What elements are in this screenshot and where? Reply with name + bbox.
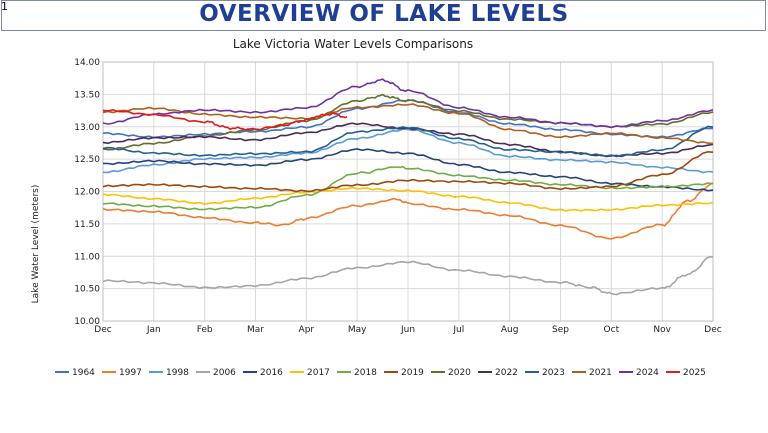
- y-tick-label: 13.50: [74, 90, 100, 100]
- y-tick-label: 12.50: [74, 155, 100, 165]
- series-line-2025: [102, 108, 348, 131]
- legend-label-2021: 2021: [589, 368, 612, 378]
- series-line-2024: [102, 78, 714, 129]
- y-tick-label: 13.00: [74, 123, 100, 133]
- y-tick-label: 11.00: [74, 252, 100, 262]
- legend-label-2025: 2025: [683, 368, 706, 378]
- x-tick-label: Dec: [94, 325, 111, 335]
- x-tick-label: Oct: [604, 325, 620, 335]
- x-tick-label: Dec: [704, 325, 721, 335]
- legend-label-1998: 1998: [166, 368, 189, 378]
- series-line-2023: [102, 125, 714, 158]
- chart-series-lines: [102, 78, 714, 296]
- page-title: OVERVIEW OF LAKE LEVELS: [199, 1, 569, 27]
- y-tick-label: 10.00: [74, 317, 100, 327]
- series-line-1998: [102, 128, 714, 174]
- legend-label-1964: 1964: [72, 368, 95, 378]
- series-line-2016: [102, 148, 714, 192]
- x-tick-label: Aug: [501, 325, 519, 335]
- x-tick-label: May: [348, 325, 367, 335]
- corner-number: 1: [1, 0, 8, 13]
- y-axis-ticks: 10.00 10.50 11.00 11.50 12.00 12.50 13.00 13.50…: [74, 58, 100, 327]
- legend-label-2016: 2016: [260, 368, 283, 378]
- x-tick-label: Apr: [299, 325, 315, 335]
- legend-label-2019: 2019: [401, 368, 424, 378]
- y-tick-label: 10.50: [74, 285, 100, 295]
- x-tick-label: Mar: [247, 325, 264, 335]
- header-box: [1, 0, 766, 31]
- legend-label-1997: 1997: [119, 368, 142, 378]
- series-line-2006: [102, 256, 714, 296]
- y-tick-label: 12.00: [74, 188, 100, 198]
- series-line-2021: [102, 103, 714, 145]
- y-tick-label: 14.00: [74, 58, 100, 68]
- y-tick-label: 11.50: [74, 220, 100, 230]
- legend-label-2017: 2017: [307, 368, 330, 378]
- chart-title: Lake Victoria Water Levels Comparisons: [233, 37, 473, 51]
- x-tick-label: Sep: [552, 325, 569, 335]
- legend-label-2018: 2018: [354, 368, 377, 378]
- series-line-1997: [102, 182, 714, 240]
- series-line-2019: [102, 150, 714, 193]
- legend-label-2024: 2024: [636, 368, 659, 378]
- legend-label-2022: 2022: [495, 368, 518, 378]
- y-axis-label: Lake Water Level (meters): [31, 185, 41, 304]
- plot-area-border: [102, 61, 714, 322]
- x-tick-label: Feb: [197, 325, 213, 335]
- legend-label-2023: 2023: [542, 368, 565, 378]
- x-tick-label: Jun: [400, 325, 415, 335]
- x-tick-label: Jul: [452, 325, 464, 335]
- legend-label-2020: 2020: [448, 368, 471, 378]
- chart-legend: 1964 1997 1998 2006 2016 2017 2018 2019 2020 2022…: [55, 368, 706, 378]
- x-tick-label: Jan: [146, 325, 161, 335]
- x-axis-ticks: Dec Jan Feb Mar Apr May Jun Jul Aug Sep Oct Nov Dec: [94, 325, 721, 335]
- legend-label-2006: 2006: [213, 368, 236, 378]
- series-line-2017: [102, 186, 714, 212]
- x-tick-label: Nov: [653, 325, 671, 335]
